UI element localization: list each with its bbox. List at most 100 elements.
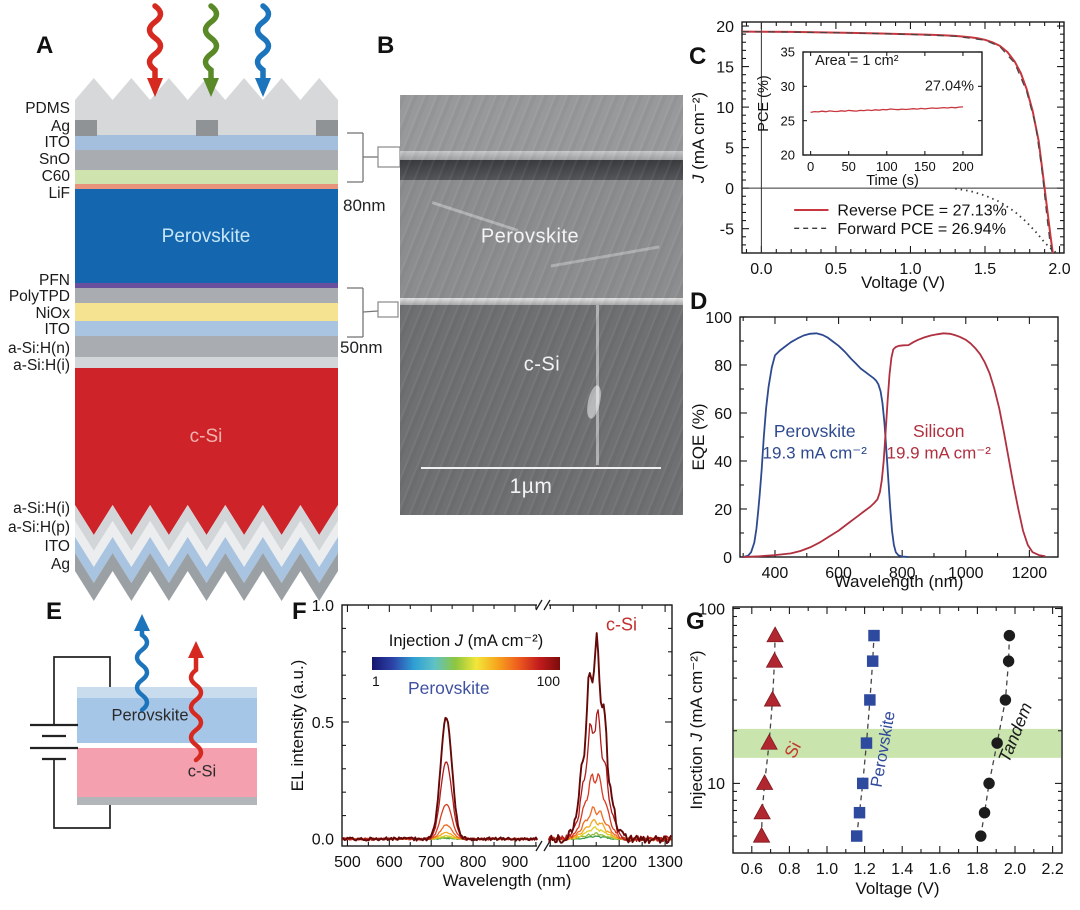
svg-text:Injection J (mA cm⁻²): Injection J (mA cm⁻²)	[688, 650, 706, 809]
svg-text:1.0: 1.0	[312, 598, 334, 615]
svg-text:100: 100	[705, 310, 732, 327]
el-schematic-graphic	[30, 614, 257, 829]
layer-label-asih-p: a-Si:H(p)	[7, 519, 70, 536]
svg-text:150: 150	[914, 159, 936, 174]
svg-text:800: 800	[460, 854, 487, 871]
svg-text:EQE (%): EQE (%)	[689, 403, 708, 470]
jv-curve-chart: 0.0 0.5 1.0 1.5 2.0 -5 0 5 10 15 20 Reverse PCE = 2…	[689, 19, 1071, 292]
svg-text:Wavelength (nm): Wavelength (nm)	[835, 572, 964, 591]
svg-text:35: 35	[781, 45, 795, 60]
layer-label-niox: NiOx	[35, 305, 70, 322]
layer-label-pfn: PFN	[39, 272, 70, 289]
svg-text:0.5: 0.5	[312, 715, 334, 732]
layer-label-sno: SnO	[38, 151, 70, 168]
sem-csi-region	[400, 305, 683, 515]
layer-label-asih-n: a-Si:H(n)	[7, 340, 70, 357]
layer-label-pdms: PDMS	[25, 100, 70, 117]
svg-text:50: 50	[841, 159, 855, 174]
layer-label-polytpd: PolyTPD	[8, 288, 70, 305]
layer-label-ito-bot: ITO	[44, 538, 70, 555]
svg-text:1.2: 1.2	[853, 861, 875, 878]
svg-text:10: 10	[716, 100, 734, 117]
svg-text:800: 800	[889, 565, 916, 582]
svg-text:0: 0	[725, 181, 734, 198]
svg-text:-5: -5	[720, 221, 734, 238]
svg-text:Area = 1 cm²: Area = 1 cm²	[815, 53, 899, 69]
svg-text:1.4: 1.4	[891, 861, 913, 878]
svg-text:1.0: 1.0	[816, 861, 838, 878]
svg-text:0.6: 0.6	[741, 861, 763, 878]
svg-text:20: 20	[716, 19, 734, 36]
svg-text:2.0: 2.0	[1048, 261, 1070, 278]
svg-text:0.8: 0.8	[778, 861, 800, 878]
svg-text:Voltage (V): Voltage (V)	[861, 273, 945, 292]
sem-top-stack-region	[400, 95, 683, 153]
svg-text:Perovskite: Perovskite	[774, 421, 856, 441]
svg-text:19.9 mA cm⁻²: 19.9 mA cm⁻²	[887, 444, 992, 463]
csi-block-label: c-Si	[189, 426, 223, 447]
panel-label-e: E	[46, 598, 63, 625]
svg-text:600: 600	[825, 565, 852, 582]
sem-dark-band	[400, 160, 683, 180]
svg-text:100: 100	[537, 673, 561, 689]
svg-text:500: 500	[334, 854, 361, 871]
svg-text:0.5: 0.5	[825, 261, 847, 278]
svg-text:EL intensity (a.u.): EL intensity (a.u.)	[288, 660, 307, 792]
svg-text:10: 10	[707, 776, 725, 793]
svg-text:25: 25	[781, 113, 795, 128]
svg-text:40: 40	[714, 454, 732, 471]
layer-label-ag-top: Ag	[51, 118, 70, 135]
svg-text:0.0: 0.0	[750, 261, 772, 278]
svg-text:1.5: 1.5	[974, 261, 996, 278]
dim-80nm-label: 80nm	[343, 196, 386, 215]
layer-label-asih-i2: a-Si:H(i)	[13, 500, 70, 517]
sem-interface-line	[400, 298, 683, 305]
svg-text:100: 100	[698, 601, 725, 618]
dim-50nm-label: 50nm	[340, 338, 383, 357]
svg-text:0: 0	[723, 550, 732, 567]
svg-text:Silicon: Silicon	[913, 421, 965, 441]
svg-text:1100: 1100	[556, 854, 591, 871]
layer-label-lif: LiF	[48, 185, 70, 202]
svg-text:15: 15	[716, 59, 734, 76]
perovskite-block-label: Perovskite	[161, 226, 251, 247]
layer-label-ito-top: ITO	[44, 134, 70, 151]
svg-text:5: 5	[725, 140, 734, 157]
svg-text:19.3 mA cm⁻²: 19.3 mA cm⁻²	[763, 444, 868, 463]
svg-text:1.6: 1.6	[929, 861, 951, 878]
svg-text:Injection J (mA cm⁻²): Injection J (mA cm⁻²)	[389, 632, 544, 650]
panel-label-a: A	[36, 32, 54, 59]
svg-text:Time (s): Time (s)	[866, 173, 919, 189]
svg-text:400: 400	[762, 565, 789, 582]
panel-label-d: D	[690, 288, 708, 315]
svg-text:1300: 1300	[647, 854, 683, 871]
panel-a-device-stack: A PDMS Ag ITO SnO C60 LiF PFN PolyTPD Ni…	[0, 0, 420, 612]
svg-text:1200: 1200	[1012, 565, 1048, 582]
panel-label-f: F	[292, 598, 307, 625]
layer-label-c60: C60	[41, 168, 70, 185]
svg-text:Voltage (V): Voltage (V)	[855, 879, 939, 898]
svg-text:PCE (%): PCE (%)	[756, 75, 772, 131]
svg-text:20: 20	[781, 148, 795, 163]
svg-text:1.8: 1.8	[966, 861, 988, 878]
svg-text:1200: 1200	[601, 854, 637, 871]
svg-text:0: 0	[807, 159, 814, 174]
svg-text:200: 200	[952, 159, 974, 174]
sem-bright-line	[400, 151, 683, 160]
eqe-spectra-chart: 400 600 800 1000 1200 0 20 40 60 80 100 Perovskite 1…	[689, 310, 1059, 591]
svg-text:20: 20	[714, 502, 732, 519]
panel-b-sem-image: Perovskite c-Si 1µm	[400, 95, 683, 515]
el-perovskite-label: Perovskite	[111, 706, 189, 725]
svg-text:100: 100	[876, 159, 898, 174]
sem-perovskite-label: Perovskite	[480, 225, 580, 248]
svg-text:Perovskite: Perovskite	[408, 678, 490, 698]
svg-text:27.04%: 27.04%	[925, 78, 974, 94]
svg-text:700: 700	[418, 854, 445, 871]
svg-text:Wavelength (nm): Wavelength (nm)	[443, 871, 572, 890]
svg-text:600: 600	[376, 854, 403, 871]
layer-label-asih-i1: a-Si:H(i)	[13, 357, 70, 374]
sem-perovskite-region	[400, 180, 683, 300]
layer-label-ag-bot: Ag	[51, 556, 70, 573]
svg-text:0.0: 0.0	[312, 832, 334, 849]
